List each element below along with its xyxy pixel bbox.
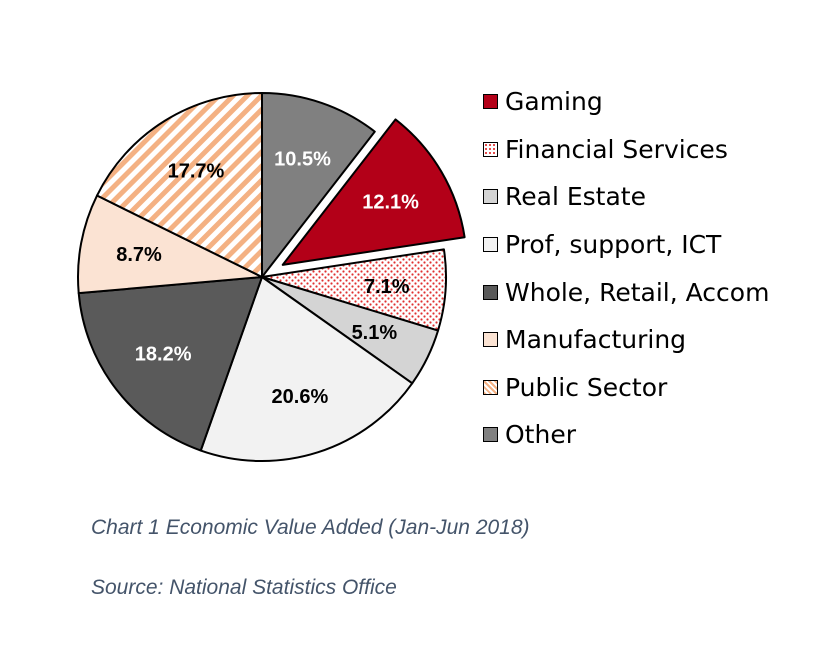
legend-item-public-sector: Public Sector	[483, 364, 833, 412]
legend-label: Public Sector	[505, 372, 668, 402]
legend-swatch-whole-retail-accom	[483, 284, 498, 300]
data-label-real-estate: 5.1%	[352, 322, 398, 344]
data-label-prof-support-ict: 20.6%	[272, 386, 329, 408]
legend-label: Financial Services	[505, 134, 728, 164]
data-label-public-sector: 17.7%	[168, 161, 225, 183]
pie-slice-prof-support-ict	[199, 276, 414, 462]
legend-swatch-other	[483, 427, 498, 443]
pie-slice-whole-retail-accom	[77, 276, 263, 452]
chart-title: Chart 1 Economic Value Added (Jan-Jun 20…	[91, 516, 530, 539]
legend-label: Whole, Retail, Accom	[505, 277, 770, 307]
data-label-manufacturing: 8.7%	[116, 244, 162, 266]
legend-item-other: Other	[483, 411, 833, 459]
pie-slices	[77, 92, 466, 462]
data-label-other: 10.5%	[274, 149, 331, 171]
data-label-gaming: 12.1%	[362, 191, 419, 213]
chart-legend: Gaming Financial Services Real Estate Prof,…	[483, 78, 833, 459]
legend-item-financial-services: Financial Services	[483, 126, 833, 174]
legend-swatch-financial-services	[483, 141, 498, 157]
legend-swatch-prof-support-ict	[483, 237, 498, 253]
legend-label: Prof, support, ICT	[505, 230, 722, 260]
pie-slice-other	[261, 92, 376, 278]
legend-swatch-gaming	[483, 94, 498, 110]
legend-label: Other	[505, 420, 576, 450]
legend-label: Gaming	[505, 87, 603, 117]
pie-chart: 10.5% 12.1% 7.1% 5.1% 20.6% 18.2% 8.7% 17.7%	[77, 92, 466, 462]
pie-slice-gaming	[281, 118, 466, 266]
pie-slice-manufacturing	[77, 194, 263, 295]
legend-label: Real Estate	[505, 182, 646, 212]
legend-swatch-public-sector	[483, 379, 498, 395]
legend-item-gaming: Gaming	[483, 78, 833, 126]
pie-slice-public-sector	[96, 92, 263, 278]
legend-item-whole-retail-accom: Whole, Retail, Accom	[483, 268, 833, 316]
legend-label: Manufacturing	[505, 325, 687, 355]
legend-swatch-manufacturing	[483, 332, 498, 348]
pie-labels: 10.5% 12.1% 7.1% 5.1% 20.6% 18.2% 8.7% 17.7%	[116, 149, 419, 409]
legend-item-prof-support-ict: Prof, support, ICT	[483, 221, 833, 269]
data-label-financial-services: 7.1%	[364, 276, 410, 298]
data-label-whole-retail-accom: 18.2%	[135, 344, 192, 366]
legend-item-manufacturing: Manufacturing	[483, 316, 833, 364]
legend-swatch-real-estate	[483, 189, 498, 205]
chart-source: Source: National Statistics Office	[91, 576, 397, 599]
legend-item-real-estate: Real Estate	[483, 173, 833, 221]
